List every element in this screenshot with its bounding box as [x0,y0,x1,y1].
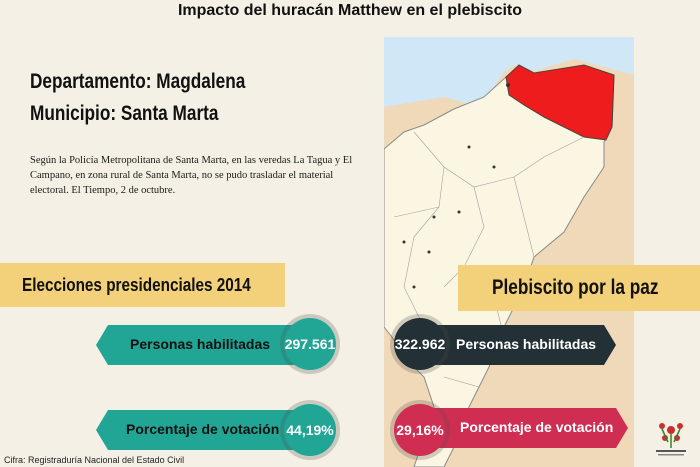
elecciones-habilitadas-value: 297.561 [284,336,336,352]
plebiscito-heading: Plebiscito por la paz [492,276,659,299]
elecciones-votacion-value: 44,19% [286,422,334,438]
plebiscito-habilitadas-pill: Personas habilitadas [420,325,616,365]
elecciones-habilitadas-label: Personas habilitadas [130,336,271,352]
plebiscito-votacion-value: 29,16% [396,422,444,438]
source-note: Cifra: Registraduría Nacional del Estado… [4,455,185,465]
municipality-label: Municipio: Santa Marta [30,102,219,125]
elecciones-votacion-circle: 44,19% [284,404,336,456]
elecciones-habilitadas-pill-shape [96,325,296,365]
plebiscito-votacion-circle: 29,16% [394,404,446,456]
plebiscito-votacion-label: Porcentaje de votación [460,419,614,435]
elecciones-habilitadas-pill: Personas habilitadas [96,325,296,365]
elecciones-votacion-pill: Porcentaje de votación [96,410,296,450]
elecciones-votacion-label: Porcentaje de votación [126,421,280,437]
plebiscito-habilitadas-pill-shape [420,325,616,365]
magdalena-map [384,37,634,467]
elecciones-habilitadas-circle: 297.561 [284,318,336,370]
elecciones-votacion-pill-shape [96,410,296,450]
plebiscito-habilitadas-value: 322.962 [394,336,446,352]
department-label: Departamento: Magdalena [30,70,246,93]
page-title: Impacto del huracán Matthew en el plebis… [177,2,523,19]
plebiscito-heading-band: Plebiscito por la paz [458,265,700,311]
plebiscito-habilitadas-label: Personas habilitadas [456,336,597,352]
description-text: Según la Policía Metropolitana de Santa … [30,155,353,196]
plebiscito-votacion-pill: Porcentaje de votación [420,408,628,448]
plebiscito-habilitadas-circle: 322.962 [394,318,446,370]
plebiscito-votacion-pill-shape [420,408,628,448]
elecciones-heading-band: Elecciones presidenciales 2014 [0,263,285,307]
santa-marta-region [505,64,615,141]
organization-logo-icon [656,423,686,456]
elecciones-heading: Elecciones presidenciales 2014 [22,275,251,295]
